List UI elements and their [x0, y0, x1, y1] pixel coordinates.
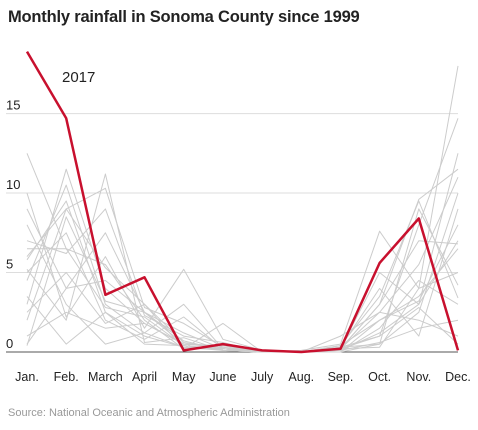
x-tick-label: Sep. [328, 370, 354, 384]
x-tick-label: Jan. [15, 370, 39, 384]
highlight-series-layer: 2017 [25, 50, 460, 354]
x-tick-label: June [209, 370, 236, 384]
grid-layer [6, 113, 458, 353]
x-tick-label: April [132, 370, 157, 384]
background-series-line [26, 280, 459, 353]
x-tick-label: Dec. [445, 370, 471, 384]
y-tick-label: 10 [6, 177, 20, 192]
background-series-line [26, 208, 459, 353]
highlight-series-label: 2017 [62, 69, 95, 86]
x-tick-label: Nov. [406, 370, 431, 384]
y-tick-label: 5 [6, 257, 13, 272]
background-series-line [26, 224, 459, 353]
background-series-layer [26, 65, 459, 353]
y-tick-label: 15 [6, 98, 20, 113]
highlight-series-line [25, 50, 460, 354]
source-note: Source: National Oceanic and Atmospheric… [8, 407, 290, 419]
x-tick-label: July [251, 370, 274, 384]
rainfall-chart: 0 5 10 15 2017 Jan. Feb. March April May June Jul… [6, 50, 471, 384]
background-series-line [26, 65, 459, 353]
x-tick-label: May [172, 370, 196, 384]
x-tick-label: March [88, 370, 123, 384]
y-tick-labels: 0 5 10 15 [6, 98, 20, 351]
x-tick-labels: Jan. Feb. March April May June July Aug. Sep. Oct… [15, 370, 471, 384]
x-tick-label: Aug. [288, 370, 314, 384]
x-tick-label: Feb. [54, 370, 79, 384]
chart-title: Monthly rainfall in Sonoma County since … [8, 8, 360, 26]
background-series-line [26, 208, 459, 353]
y-tick-label: 0 [6, 336, 13, 351]
x-tick-label: Oct. [368, 370, 391, 384]
